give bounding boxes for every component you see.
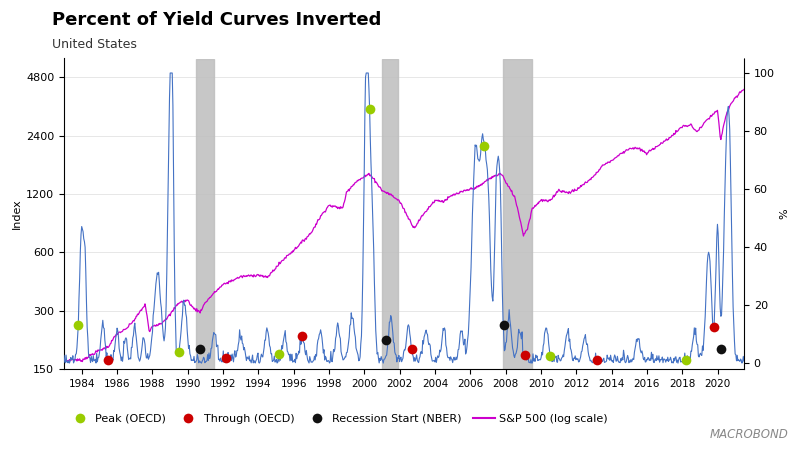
Text: MACROBOND: MACROBOND [710, 428, 788, 441]
Y-axis label: %: % [779, 208, 789, 219]
Y-axis label: Index: Index [12, 198, 22, 229]
Bar [197, 58, 214, 369]
Legend: Peak (OECD), Through (OECD), Recession Start (NBER), S&P 500 (log scale): Peak (OECD), Through (OECD), Recession S… [64, 410, 613, 428]
Text: Percent of Yield Curves Inverted: Percent of Yield Curves Inverted [52, 11, 382, 29]
Text: United States: United States [52, 38, 137, 51]
Bar [502, 58, 532, 369]
Bar [382, 58, 398, 369]
